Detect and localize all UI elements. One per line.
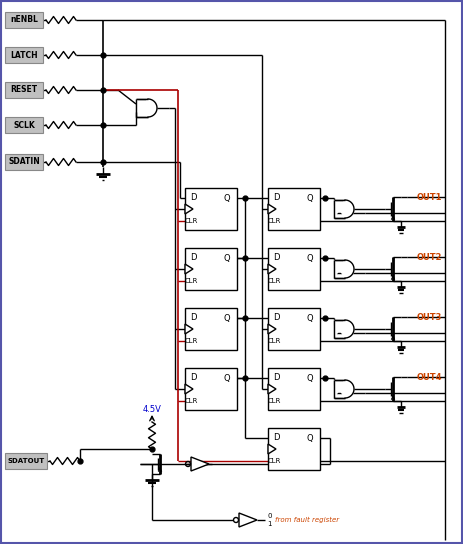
Text: Q: Q: [307, 434, 313, 442]
Bar: [268, 308, 320, 350]
Bar: [185, 248, 237, 290]
Polygon shape: [185, 204, 193, 214]
Polygon shape: [239, 513, 257, 527]
Polygon shape: [268, 264, 276, 274]
Text: 1: 1: [267, 521, 271, 527]
Text: CLR: CLR: [267, 278, 281, 284]
Text: LATCH: LATCH: [10, 51, 38, 59]
Polygon shape: [334, 320, 354, 338]
Polygon shape: [334, 260, 354, 278]
Text: Q: Q: [224, 374, 230, 382]
Bar: [268, 188, 320, 230]
Text: from fault register: from fault register: [275, 517, 339, 523]
Text: SDATOUT: SDATOUT: [7, 458, 44, 464]
Text: Q: Q: [307, 254, 313, 263]
Text: nENBL: nENBL: [10, 15, 38, 24]
Text: 0: 0: [267, 513, 271, 519]
Polygon shape: [268, 444, 276, 454]
Bar: [185, 188, 237, 230]
Text: RESET: RESET: [11, 85, 38, 95]
Text: D: D: [273, 313, 279, 323]
Text: OUT3: OUT3: [417, 312, 442, 322]
Text: CLR: CLR: [184, 398, 198, 404]
Text: D: D: [273, 254, 279, 263]
Polygon shape: [268, 204, 276, 214]
Text: Q: Q: [224, 194, 230, 202]
Text: D: D: [190, 254, 196, 263]
Text: CLR: CLR: [184, 338, 198, 344]
Polygon shape: [185, 264, 193, 274]
Text: D: D: [190, 194, 196, 202]
Text: D: D: [273, 374, 279, 382]
Text: OUT4: OUT4: [417, 373, 443, 381]
Polygon shape: [191, 457, 209, 471]
Text: CLR: CLR: [184, 218, 198, 224]
Text: CLR: CLR: [267, 458, 281, 464]
Bar: [268, 248, 320, 290]
Polygon shape: [268, 384, 276, 394]
Polygon shape: [334, 380, 354, 398]
Text: CLR: CLR: [184, 278, 198, 284]
Text: SCLK: SCLK: [13, 121, 35, 129]
Polygon shape: [334, 200, 354, 218]
Text: D: D: [190, 374, 196, 382]
Text: 4.5V: 4.5V: [143, 405, 162, 414]
Bar: [268, 428, 320, 470]
Bar: [5, 47, 43, 63]
Bar: [185, 308, 237, 350]
Text: Q: Q: [224, 313, 230, 323]
Text: Q: Q: [307, 194, 313, 202]
Text: Q: Q: [307, 313, 313, 323]
Text: Q: Q: [307, 374, 313, 382]
Text: CLR: CLR: [267, 218, 281, 224]
Bar: [5, 154, 43, 170]
Polygon shape: [185, 384, 193, 394]
Text: D: D: [273, 434, 279, 442]
Bar: [5, 453, 47, 469]
Bar: [5, 12, 43, 28]
Text: OUT2: OUT2: [417, 252, 443, 262]
Text: D: D: [273, 194, 279, 202]
Polygon shape: [136, 99, 157, 117]
Bar: [5, 117, 43, 133]
Polygon shape: [268, 324, 276, 334]
Text: Q: Q: [224, 254, 230, 263]
Bar: [5, 82, 43, 98]
Text: D: D: [190, 313, 196, 323]
Text: CLR: CLR: [267, 338, 281, 344]
Text: CLR: CLR: [267, 398, 281, 404]
Bar: [268, 368, 320, 410]
Polygon shape: [185, 324, 193, 334]
Text: OUT1: OUT1: [417, 193, 443, 201]
Bar: [185, 368, 237, 410]
Text: SDATIN: SDATIN: [8, 158, 40, 166]
